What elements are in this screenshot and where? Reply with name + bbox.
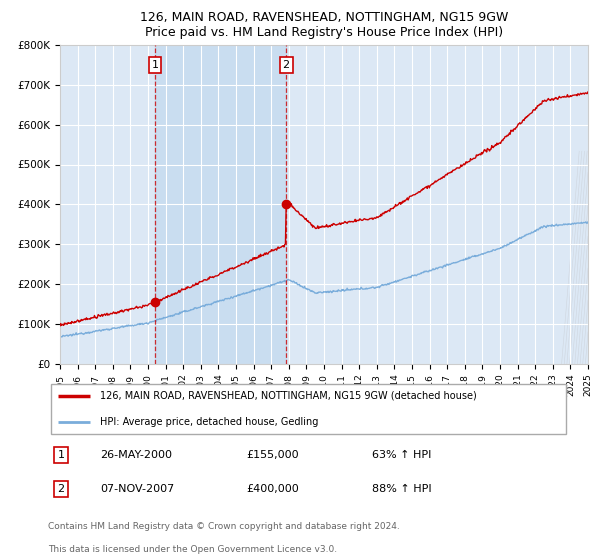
- Text: £155,000: £155,000: [247, 450, 299, 460]
- Text: 88% ↑ HPI: 88% ↑ HPI: [371, 484, 431, 494]
- Text: 1: 1: [58, 450, 65, 460]
- Text: Contains HM Land Registry data © Crown copyright and database right 2024.: Contains HM Land Registry data © Crown c…: [48, 522, 400, 531]
- Text: This data is licensed under the Open Government Licence v3.0.: This data is licensed under the Open Gov…: [48, 545, 337, 554]
- Text: £400,000: £400,000: [247, 484, 299, 494]
- Text: 1: 1: [152, 60, 158, 70]
- Text: 2: 2: [283, 60, 290, 70]
- Text: HPI: Average price, detached house, Gedling: HPI: Average price, detached house, Gedl…: [100, 417, 319, 427]
- FancyBboxPatch shape: [50, 384, 566, 434]
- Text: 126, MAIN ROAD, RAVENSHEAD, NOTTINGHAM, NG15 9GW (detached house): 126, MAIN ROAD, RAVENSHEAD, NOTTINGHAM, …: [100, 391, 477, 401]
- Title: 126, MAIN ROAD, RAVENSHEAD, NOTTINGHAM, NG15 9GW
Price paid vs. HM Land Registry: 126, MAIN ROAD, RAVENSHEAD, NOTTINGHAM, …: [140, 11, 508, 39]
- Text: 2: 2: [58, 484, 65, 494]
- Text: 26-MAY-2000: 26-MAY-2000: [100, 450, 172, 460]
- Text: 07-NOV-2007: 07-NOV-2007: [100, 484, 175, 494]
- Bar: [155, 45, 286, 364]
- Text: 63% ↑ HPI: 63% ↑ HPI: [371, 450, 431, 460]
